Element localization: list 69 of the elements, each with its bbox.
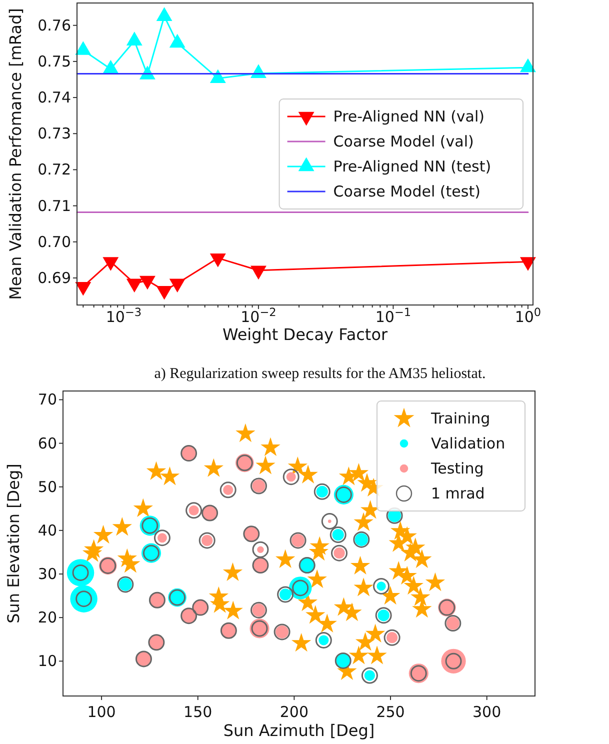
point: [317, 614, 337, 632]
legend-label: Pre-Aligned NN (val): [333, 108, 485, 126]
legend-label: Coarse Model (val): [333, 132, 474, 150]
y-tick-label: 0.70: [38, 232, 71, 251]
point: [367, 646, 387, 664]
y-tick-label: 0.71: [38, 196, 71, 215]
y-tick-label: 0.72: [38, 160, 71, 179]
y-tick-label: 0.74: [38, 88, 71, 107]
text: a) Regularization sweep results for the AM35 heliostat.: [154, 366, 486, 382]
y-axis-title: Sun Elevation [Deg]: [4, 464, 23, 624]
legend-label: Validation: [431, 434, 506, 452]
x-tick-label: 300: [472, 703, 502, 721]
x-tick-label: 10$^{−1}$: [375, 306, 412, 326]
point: [354, 512, 374, 531]
point: [223, 600, 243, 620]
point: [260, 437, 280, 456]
y-tick-label: 0.69: [38, 268, 71, 287]
point: [93, 524, 114, 544]
x-tick-label: 250: [376, 703, 405, 721]
x-tick-label: 200: [280, 703, 309, 721]
x-axis-title: Sun Azimuth [Deg]: [223, 721, 375, 740]
y-tick-label: 0.73: [38, 124, 71, 143]
point: [82, 543, 102, 562]
point: [410, 587, 430, 606]
y-tick-label: 60: [38, 434, 57, 452]
point: [204, 458, 224, 477]
x-tick-label: 10$^{−2}$: [240, 306, 276, 326]
x-tick-label: 10$^{0}$: [514, 306, 542, 326]
point: [256, 456, 276, 474]
point: [380, 586, 400, 605]
point: [112, 517, 132, 536]
y-tick-label: 10: [38, 652, 57, 670]
x-tick-label: 150: [184, 703, 212, 721]
point: [146, 461, 166, 480]
point: [354, 578, 374, 596]
point: [236, 423, 256, 442]
point: [275, 549, 296, 568]
legend-label: Pre-Aligned NN (test): [333, 158, 492, 176]
point: [400, 542, 420, 562]
x-axis-title: Weight Decay Factor: [222, 325, 388, 344]
point: [348, 463, 369, 482]
point: [133, 498, 153, 518]
point: [404, 576, 424, 595]
legend-label: Training: [430, 410, 490, 428]
point: [298, 464, 318, 484]
point: [222, 562, 243, 582]
point: [307, 569, 327, 588]
legend-label: Testing: [430, 460, 484, 478]
point: [348, 646, 369, 664]
legend-label: Coarse Model (test): [333, 182, 480, 200]
y-tick-label: 70: [38, 390, 57, 409]
point: [350, 556, 370, 575]
y-tick-label: 20: [38, 608, 57, 627]
y-tick-label: 0.75: [38, 52, 71, 70]
point: [425, 572, 446, 592]
point: [365, 624, 386, 642]
y-tick-label: 0.76: [38, 16, 71, 34]
y-axis-title: Mean Validation Perfomance [mRad]: [6, 8, 25, 300]
point: [306, 605, 326, 624]
y-tick-label: 30: [38, 565, 57, 583]
legend-label: 1 mrad: [431, 484, 485, 502]
x-tick-label: 100: [87, 703, 116, 721]
y-tick-label: 40: [38, 521, 57, 540]
point: [355, 632, 376, 651]
y-tick-label: 50: [38, 478, 57, 496]
x-tick-label: 10$^{−3}$: [106, 306, 142, 326]
point: [160, 466, 180, 486]
point: [291, 632, 312, 652]
point: [120, 554, 140, 573]
